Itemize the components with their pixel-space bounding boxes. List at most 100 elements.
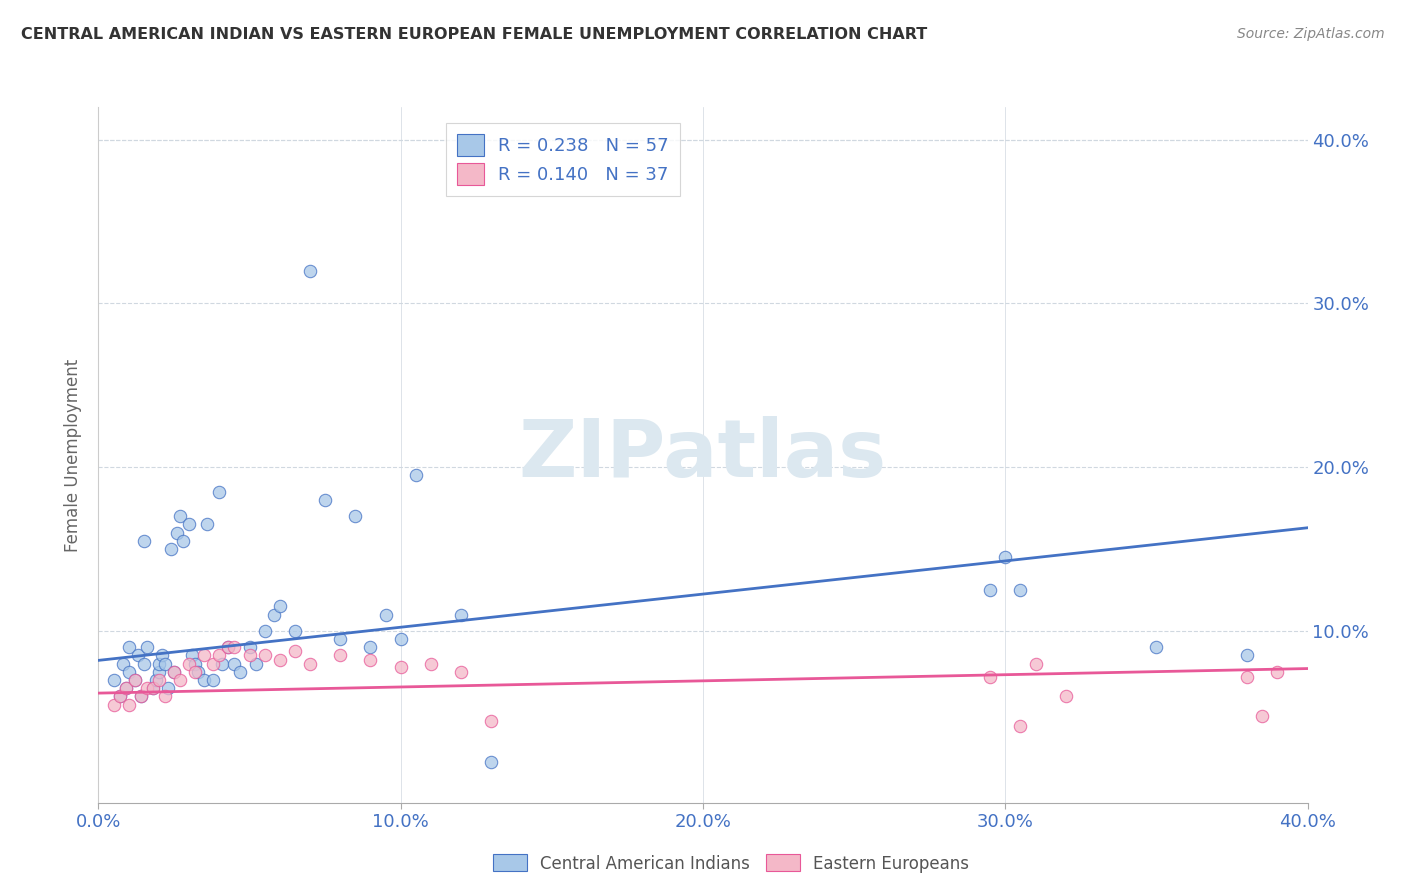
Point xyxy=(1024,657,1046,671)
Point xyxy=(229,665,252,679)
Point xyxy=(481,714,503,728)
Point xyxy=(208,648,231,663)
Point xyxy=(299,657,322,671)
Point xyxy=(389,660,412,674)
Point xyxy=(184,657,207,671)
Point xyxy=(1251,709,1274,723)
Legend: Central American Indians, Eastern Europeans: Central American Indians, Eastern Europe… xyxy=(486,847,976,880)
Point xyxy=(184,665,207,679)
Y-axis label: Female Unemployment: Female Unemployment xyxy=(65,359,83,551)
Point xyxy=(172,533,194,548)
Point xyxy=(1267,665,1289,679)
Point xyxy=(360,653,382,667)
Point xyxy=(1236,670,1258,684)
Point xyxy=(111,657,134,671)
Point xyxy=(160,542,183,557)
Text: Source: ZipAtlas.com: Source: ZipAtlas.com xyxy=(1237,27,1385,41)
Point xyxy=(253,624,276,638)
Point xyxy=(114,681,136,696)
Point xyxy=(142,681,165,696)
Point xyxy=(360,640,382,655)
Point xyxy=(269,599,291,614)
Point xyxy=(148,657,170,671)
Point xyxy=(389,632,412,646)
Point xyxy=(284,643,307,657)
Point xyxy=(132,533,155,548)
Point xyxy=(263,607,285,622)
Point xyxy=(163,665,186,679)
Point xyxy=(150,648,173,663)
Point xyxy=(114,681,136,696)
Point xyxy=(118,665,141,679)
Point xyxy=(450,665,472,679)
Point xyxy=(329,648,352,663)
Point xyxy=(166,525,188,540)
Point xyxy=(181,648,204,663)
Point xyxy=(1236,648,1258,663)
Legend: R = 0.238   N = 57, R = 0.140   N = 37: R = 0.238 N = 57, R = 0.140 N = 37 xyxy=(446,123,681,196)
Point xyxy=(979,582,1001,597)
Point xyxy=(1144,640,1167,655)
Point xyxy=(124,673,146,687)
Point xyxy=(405,468,427,483)
Point xyxy=(193,673,215,687)
Point xyxy=(211,657,233,671)
Point xyxy=(1010,582,1032,597)
Point xyxy=(1010,719,1032,733)
Point xyxy=(284,624,307,638)
Point xyxy=(217,640,239,655)
Point xyxy=(135,681,157,696)
Point xyxy=(269,653,291,667)
Point xyxy=(193,648,215,663)
Point xyxy=(129,690,152,704)
Point xyxy=(145,673,167,687)
Point xyxy=(187,665,209,679)
Point xyxy=(1054,690,1077,704)
Point xyxy=(979,670,1001,684)
Text: ZIPatlas: ZIPatlas xyxy=(519,416,887,494)
Point xyxy=(195,517,218,532)
Point xyxy=(202,673,225,687)
Point xyxy=(156,681,179,696)
Point xyxy=(481,755,503,769)
Point xyxy=(179,657,201,671)
Point xyxy=(132,657,155,671)
Point xyxy=(153,657,176,671)
Point xyxy=(127,648,149,663)
Point xyxy=(169,509,191,524)
Point xyxy=(420,657,443,671)
Point xyxy=(208,484,231,499)
Point xyxy=(179,517,201,532)
Point xyxy=(314,492,336,507)
Point xyxy=(163,665,186,679)
Point xyxy=(135,640,157,655)
Point xyxy=(299,264,322,278)
Point xyxy=(142,681,165,696)
Point xyxy=(239,648,262,663)
Point xyxy=(124,673,146,687)
Point xyxy=(224,657,246,671)
Point xyxy=(153,690,176,704)
Point xyxy=(253,648,276,663)
Point xyxy=(103,673,125,687)
Point xyxy=(217,640,239,655)
Point xyxy=(994,550,1017,565)
Point xyxy=(239,640,262,655)
Text: CENTRAL AMERICAN INDIAN VS EASTERN EUROPEAN FEMALE UNEMPLOYMENT CORRELATION CHAR: CENTRAL AMERICAN INDIAN VS EASTERN EUROP… xyxy=(21,27,928,42)
Point xyxy=(118,640,141,655)
Point xyxy=(344,509,367,524)
Point xyxy=(118,698,141,712)
Point xyxy=(108,690,131,704)
Point xyxy=(169,673,191,687)
Point xyxy=(374,607,396,622)
Point xyxy=(450,607,472,622)
Point xyxy=(103,698,125,712)
Point xyxy=(148,665,170,679)
Point xyxy=(245,657,267,671)
Point xyxy=(148,673,170,687)
Point xyxy=(202,657,225,671)
Point xyxy=(224,640,246,655)
Point xyxy=(329,632,352,646)
Point xyxy=(108,690,131,704)
Point xyxy=(129,690,152,704)
